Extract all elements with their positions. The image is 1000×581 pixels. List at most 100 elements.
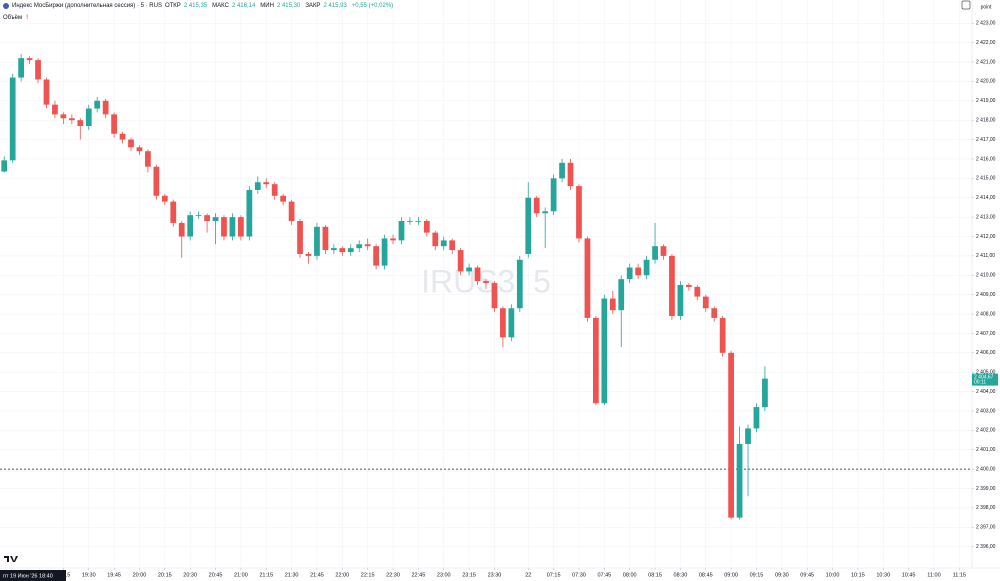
candle-body <box>221 217 227 237</box>
candle-body <box>702 296 709 309</box>
candle-body <box>35 60 41 80</box>
candle-body <box>263 182 270 185</box>
y-tick-label: 2 406,00 <box>976 350 996 356</box>
candle-body <box>525 197 532 254</box>
candle-body <box>9 77 16 161</box>
candle-body <box>356 244 363 249</box>
last-price-box <box>972 373 998 386</box>
y-tick-label: 2 420,00 <box>976 79 996 85</box>
candle-body <box>500 308 506 338</box>
y-tick-label: 2 419,00 <box>976 98 996 104</box>
grid <box>0 0 972 568</box>
candle-body <box>18 58 25 78</box>
y-tick-label: 2 408,00 <box>976 311 996 317</box>
candle-body <box>584 238 591 318</box>
x-tick-label: 20:00 <box>133 572 147 578</box>
x-tick-label: 21:45 <box>310 572 324 578</box>
y-tick-label: 2 412,00 <box>976 234 996 240</box>
x-tick-label: 07:15 <box>547 572 561 578</box>
y-tick-label: 2 416,00 <box>976 156 996 162</box>
candle-body <box>474 267 481 282</box>
y-tick-label: 2 410,00 <box>976 273 996 279</box>
y-tick-label: 2 401,00 <box>976 447 996 453</box>
x-tick-label: 08:45 <box>699 572 713 578</box>
volume-warning[interactable]: ! <box>26 15 29 21</box>
ohlc-value: 2 416,14 <box>231 3 256 9</box>
candle-body <box>280 195 287 202</box>
candle-body <box>161 195 168 202</box>
y-tick-label: 2 417,00 <box>976 137 996 143</box>
candle-body <box>677 284 684 316</box>
x-tick-label: 19:15 <box>57 572 71 578</box>
x-tick-label: 08:15 <box>648 572 662 578</box>
candle-body <box>136 147 143 152</box>
y-tick-label: 2 402,00 <box>976 428 996 434</box>
ohlc-value: 2 415,30 <box>276 3 301 9</box>
y-tick-label: 2 397,00 <box>976 525 996 531</box>
y-tick-label: 2 399,00 <box>976 486 996 492</box>
candle-body <box>618 279 625 311</box>
candle-body <box>153 166 160 196</box>
candle-body <box>390 238 396 241</box>
candle-body <box>660 246 667 256</box>
candle-body <box>407 220 413 222</box>
candle-body <box>178 222 185 237</box>
y-tick-label: 2 413,00 <box>976 214 996 220</box>
candle-body <box>593 317 599 404</box>
symbol-title[interactable]: Индекс МосБиржи (дополнительная сессия) … <box>12 3 162 9</box>
candle-body <box>330 248 337 251</box>
x-tick-label: 08:30 <box>674 572 688 578</box>
candle-body <box>719 317 726 353</box>
x-tick-label: 09:45 <box>800 572 814 578</box>
candle-body <box>373 246 379 266</box>
y-tick-label: 2 409,00 <box>976 292 996 298</box>
candle-body <box>643 259 650 276</box>
candle-body <box>415 220 422 222</box>
volume-legend: Объём ! <box>3 15 28 21</box>
candle-body <box>322 226 329 251</box>
volume-label[interactable]: Объём <box>3 15 23 21</box>
candle-body <box>43 79 50 105</box>
y-tick-label: 2 418,00 <box>976 118 996 124</box>
candle-body <box>483 281 489 284</box>
x-tick-label: 21:30 <box>285 572 299 578</box>
x-tick-label: 22:15 <box>361 572 375 578</box>
candle-body <box>85 108 92 127</box>
x-tick-label: 09:30 <box>775 572 789 578</box>
candle-body <box>449 240 456 251</box>
candle-body <box>288 201 295 221</box>
candle-body <box>347 248 354 253</box>
change: +0,55 (+0,02%) <box>351 3 394 9</box>
x-tick-label: 23:15 <box>462 572 476 578</box>
candle-body <box>26 58 33 61</box>
candle-body <box>533 197 540 214</box>
candle-body <box>77 120 84 127</box>
y-tick-label: 2 407,00 <box>976 331 996 337</box>
settings-button[interactable] <box>961 0 971 10</box>
candle-body <box>238 217 244 237</box>
ohlc-label: ЗАКР <box>305 3 321 9</box>
y-tick-label: 2 405,00 <box>976 370 996 376</box>
candle-body <box>652 246 658 260</box>
crosshair-time-box <box>0 570 66 581</box>
candle-body <box>212 217 219 221</box>
x-tick-label: 11:15 <box>953 572 966 578</box>
price-axis <box>972 0 1000 581</box>
y-tick-label: 2 411,00 <box>976 253 995 259</box>
x-tick-label: 22:30 <box>386 572 400 578</box>
candle-body <box>550 178 557 212</box>
candle-body <box>669 255 675 316</box>
candle-body <box>762 378 768 408</box>
x-tick-label: 08:00 <box>623 572 637 578</box>
candle-body <box>398 220 405 241</box>
candle-body <box>187 215 194 237</box>
candle-body <box>52 104 58 115</box>
candle-body <box>1 160 8 172</box>
candle-body <box>728 352 734 518</box>
x-tick-label: 20:45 <box>209 572 223 578</box>
x-tick-label: 23:30 <box>488 572 502 578</box>
countdown: 00:11 <box>974 379 986 385</box>
candle-body <box>440 240 447 247</box>
last-price-label: 2 404,67 <box>974 374 994 380</box>
